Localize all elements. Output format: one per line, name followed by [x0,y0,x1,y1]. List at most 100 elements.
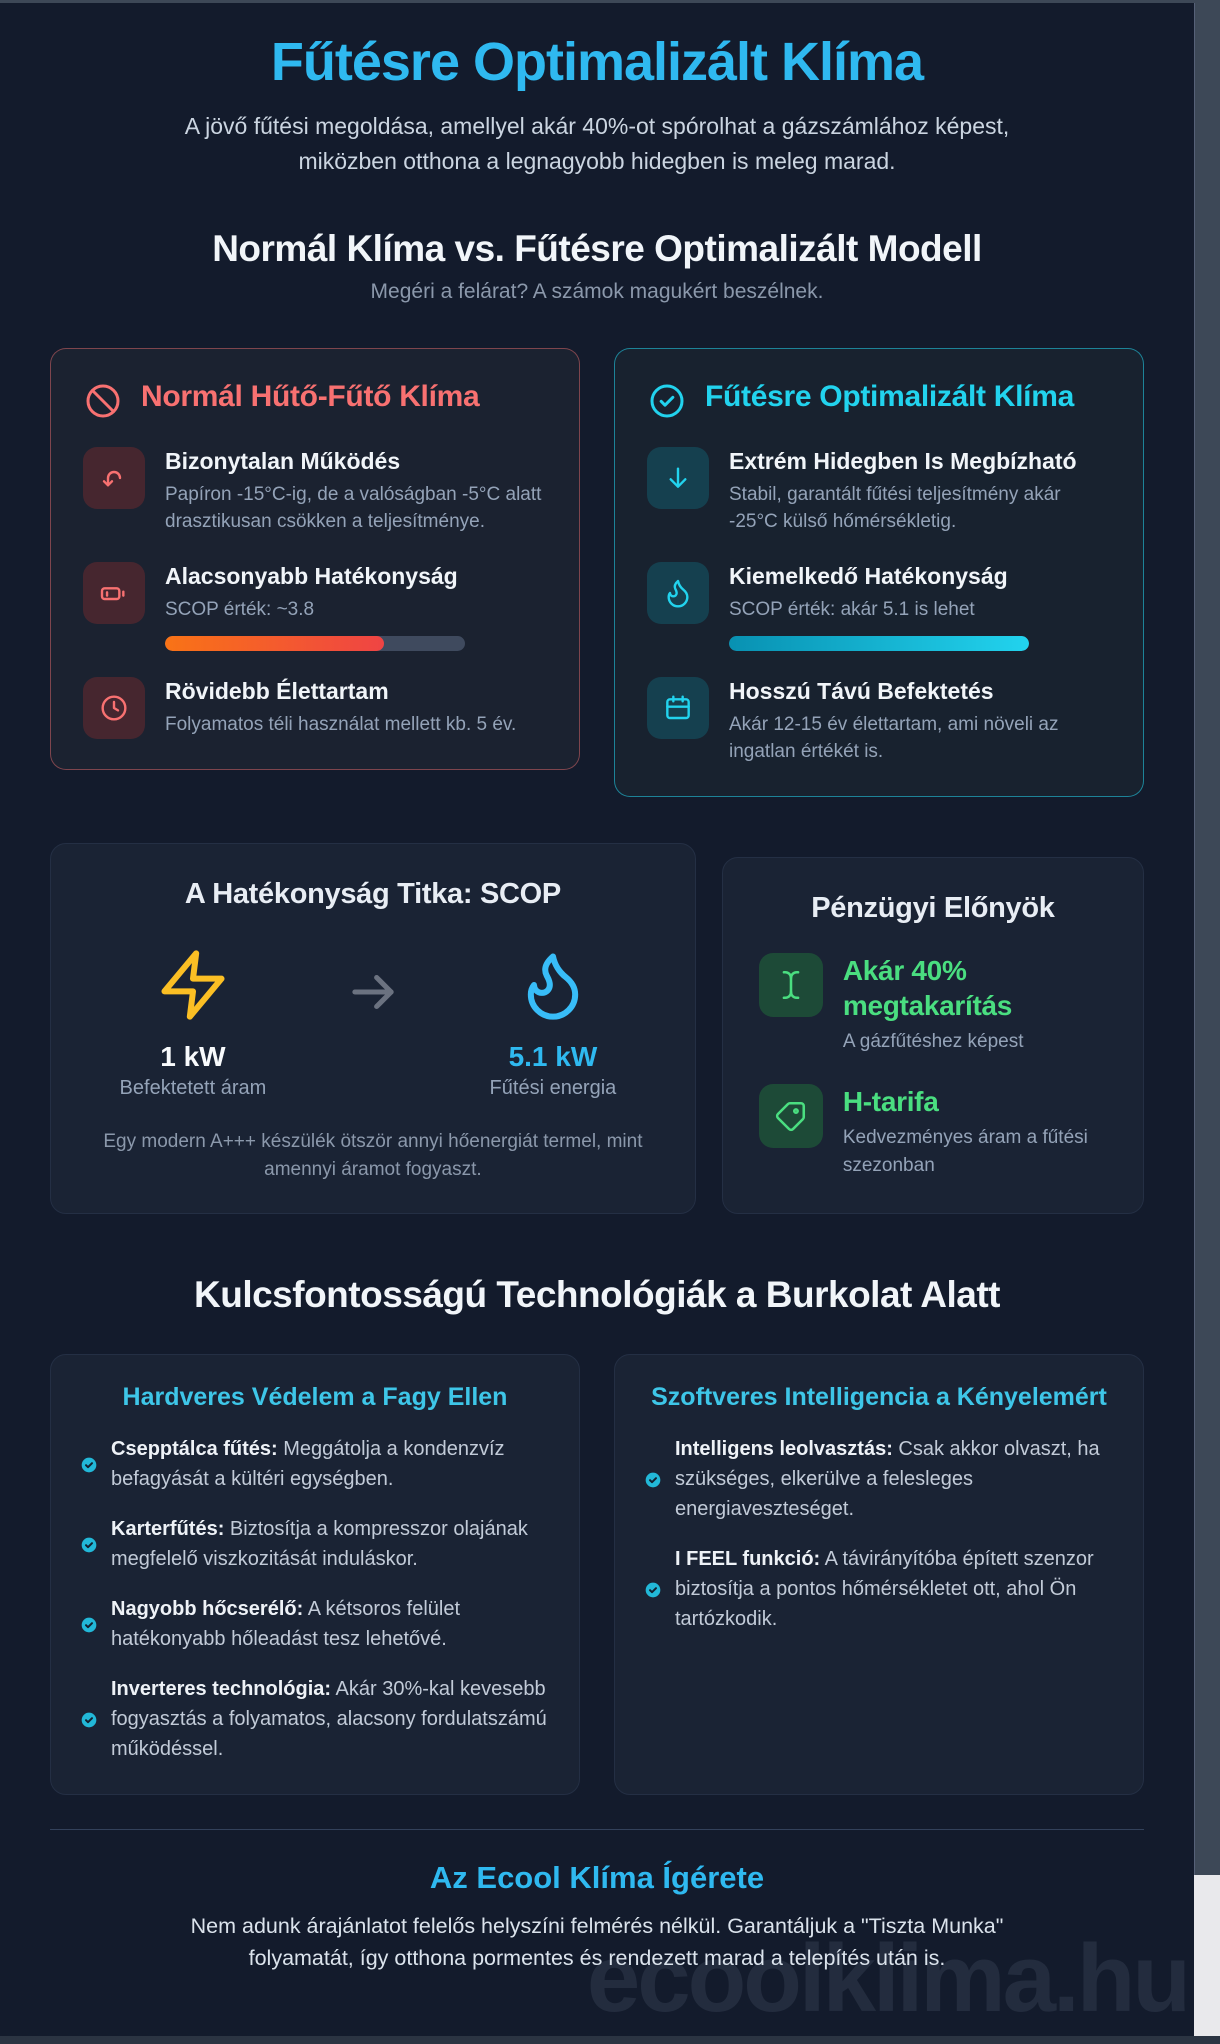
scop-progress-track [729,636,1029,652]
infographic-page: Fűtésre Optimalizált Klíma A jövő fűtési… [0,3,1194,2036]
list-item-body: Akár 30%-kal kevesebb fogyasztás a folya… [111,1677,547,1760]
feature-title: Bizonytalan Működés [165,448,401,474]
list-item-lead: Nagyobb hőcserélő: [111,1597,304,1620]
list-item-body: Biztosítja a kompresszor olajának megfel… [111,1517,528,1570]
feature-title: Rövidebb Élettartam [165,678,389,705]
list-item-text: Csepptálca fűtés: Meggátolja a kondenzví… [111,1434,549,1494]
window-top-edge [0,0,1220,3]
scop-progress-track [165,636,465,652]
tech-heading: Kulcsfontosságú Technológiák a Burkolat … [194,1274,1001,1316]
normal-ac-card-header: Normál Hűtő-Fűtő Klíma [83,379,547,421]
list-item-text: Nagyobb hőcserélő: A kétsoros felület ha… [111,1594,549,1654]
feature-item: Hosszú Távú Befektetés Akár 12-15 év éle… [647,677,1111,766]
scop-visual: 1 kW Befektetett áram [87,947,659,1100]
feature-desc: Folyamatos téli használat mellett kb. 5 … [165,713,517,735]
list-item-text: Inverteres technológia: Akár 30%-kal kev… [111,1674,549,1764]
i-beam-cursor-icon [758,953,823,1018]
scop-input-label: Befektetett áram [119,1076,267,1099]
feature-item: Kiemelkedő Hatékonyság SCOP érték: akár … [647,561,1111,652]
feature-title: Kiemelkedő Hatékonyság [729,562,1008,589]
flame-icon [515,947,591,1023]
list-item: Nagyobb hőcserélő: A kétsoros felület ha… [81,1594,549,1654]
hardware-tech-title: Hardveres Védelem a Fagy Ellen [122,1383,508,1412]
scop-title: A Hatékonyság Titka: SCOP [184,877,561,910]
list-item: Csepptálca fűtés: Meggátolja a kondenzví… [81,1434,549,1494]
comparison-subheading: Megéri a felárat? A számok magukért besz… [370,280,824,303]
check-bullet-icon [81,1537,97,1553]
feature-title: Extrém Hidegben Is Megbízható [729,448,1077,474]
normal-ac-title: Normál Hűtő-Fűtő Klíma [141,380,480,413]
scrollbar-track[interactable] [1194,3,1220,2036]
finance-text: Akár 40% megtakarítás A gázfűtéshez képe… [843,953,1107,1056]
page-header: Fűtésre Optimalizált Klíma A jövő fűtési… [50,31,1144,178]
finance-title: Pénzügyi Előnyök [811,892,1055,925]
comparison-section: Normál Klíma vs. Fűtésre Optimalizált Mo… [50,228,1144,797]
list-item: Intelligens leolvasztás: Csak akkor olva… [645,1434,1113,1524]
finance-item-title: Akár 40% megtakarítás [842,955,1013,1022]
list-item: Karterfűtés: Biztosítja a kompresszor ol… [81,1514,549,1574]
feature-text: Alacsonyabb Hatékonyság SCOP érték: ~3.8 [165,562,465,652]
arrow-right-icon [344,963,402,1021]
software-tech-title: Szoftveres Intelligencia a Kényelemért [651,1383,1107,1412]
comparison-heading: Normál Klíma vs. Fűtésre Optimalizált Mo… [212,228,982,269]
feature-text: Hosszú Távú Befektetés Akár 12-15 év éle… [729,677,1111,766]
arrow-down-icon [647,447,709,509]
list-item-lead: Karterfűtés: [111,1517,225,1540]
lightning-bolt-icon [155,947,231,1023]
list-item-body: A távirányítóba épített szenzor biztosít… [675,1547,1094,1630]
list-item-body: A kétsoros felület hatékonyabb hőleadást… [111,1597,461,1650]
ban-icon [83,381,123,421]
list-item-body: Meggátolja a kondenzvíz befagyását a kül… [111,1437,505,1490]
feature-desc: Akár 12-15 év élettartam, ami növeli az … [729,713,1059,763]
finance-item-title: H-tarifa [842,1085,939,1117]
content-container: Fűtésre Optimalizált Klíma A jövő fűtési… [0,3,1194,2036]
finance-item: H-tarifa Kedvezményes áram a fűtési szez… [758,1083,1107,1179]
normal-ac-card: Normál Hűtő-Fűtő Klíma Bizonytalan Működ… [50,348,580,771]
clock-icon [83,677,145,740]
footer-title: Az Ecool Klíma Ígérete [429,1859,765,1895]
optimized-ac-title: Fűtésre Optimalizált Klíma [705,380,1074,413]
feature-item: Bizonytalan Működés Papíron -15°C-ig, de… [83,447,547,536]
scop-input-value: 1 kW [160,1040,226,1072]
flame-icon [647,561,709,624]
battery-icon [83,561,145,624]
scrollbar-thumb[interactable] [1194,3,1220,1875]
feature-title: Hosszú Távú Befektetés [729,678,994,705]
check-bullet-icon [81,1617,97,1633]
list-item-lead: Inverteres technológia: [111,1677,332,1700]
feature-desc: Stabil, garantált fűtési teljesítmény ak… [729,483,1061,533]
scop-output-column: 5.1 kW Fűtési energia [458,947,648,1100]
list-item-text: I FEEL funkció: A távirányítóba épített … [675,1544,1113,1634]
watermark-text: ecoolklima.hu [586,1925,1191,2032]
scop-output-value: 5.1 kW [508,1040,598,1072]
scop-progress-fill [165,636,384,652]
scop-finance-row: A Hatékonyság Titka: SCOP 1 kW Befektete… [50,842,1144,1215]
feature-text: Kiemelkedő Hatékonyság SCOP érték: akár … [729,562,1029,652]
feature-item: Rövidebb Élettartam Folyamatos téli hasz… [83,677,547,740]
list-item-text: Karterfűtés: Biztosítja a kompresszor ol… [111,1514,549,1574]
scop-footnote: Egy modern A+++ készülék ötször annyi hő… [103,1130,643,1180]
page-subtitle: A jövő fűtési megoldása, amellyel akár 4… [184,113,1010,174]
feature-desc: SCOP érték: akár 5.1 is lehet [729,598,975,620]
finance-item: Akár 40% megtakarítás A gázfűtéshez képe… [758,953,1107,1056]
page-title: Fűtésre Optimalizált Klíma [270,32,924,92]
check-bullet-icon [81,1457,97,1473]
list-item-lead: Intelligens leolvasztás: [675,1437,893,1460]
feature-desc: Papíron -15°C-ig, de a valóságban -5°C a… [165,483,542,533]
finance-card: Pénzügyi Előnyök Akár 40% megtakarítás A… [721,857,1144,1215]
feature-text: Bizonytalan Működés Papíron -15°C-ig, de… [165,447,547,536]
comparison-grid: Normál Hűtő-Fűtő Klíma Bizonytalan Működ… [50,348,1144,797]
price-tag-icon [758,1083,823,1148]
tech-grid: Hardveres Védelem a Fagy Ellen Csepptálc… [50,1354,1144,1795]
check-bullet-icon [81,1712,97,1728]
optimized-ac-card: Fűtésre Optimalizált Klíma Extrém Hidegb… [614,348,1144,797]
scop-output-label: Fűtési energia [489,1076,617,1099]
hardware-tech-card: Hardveres Védelem a Fagy Ellen Csepptálc… [50,1354,580,1795]
downturn-arrow-icon [83,447,145,509]
list-item-lead: Csepptálca fűtés: [111,1437,278,1460]
list-item-lead: I FEEL funkció: [675,1547,821,1570]
scop-input-column: 1 kW Befektetett áram [98,947,288,1100]
feature-title: Alacsonyabb Hatékonyság [165,562,458,589]
list-item: I FEEL funkció: A távirányítóba épített … [645,1544,1113,1634]
